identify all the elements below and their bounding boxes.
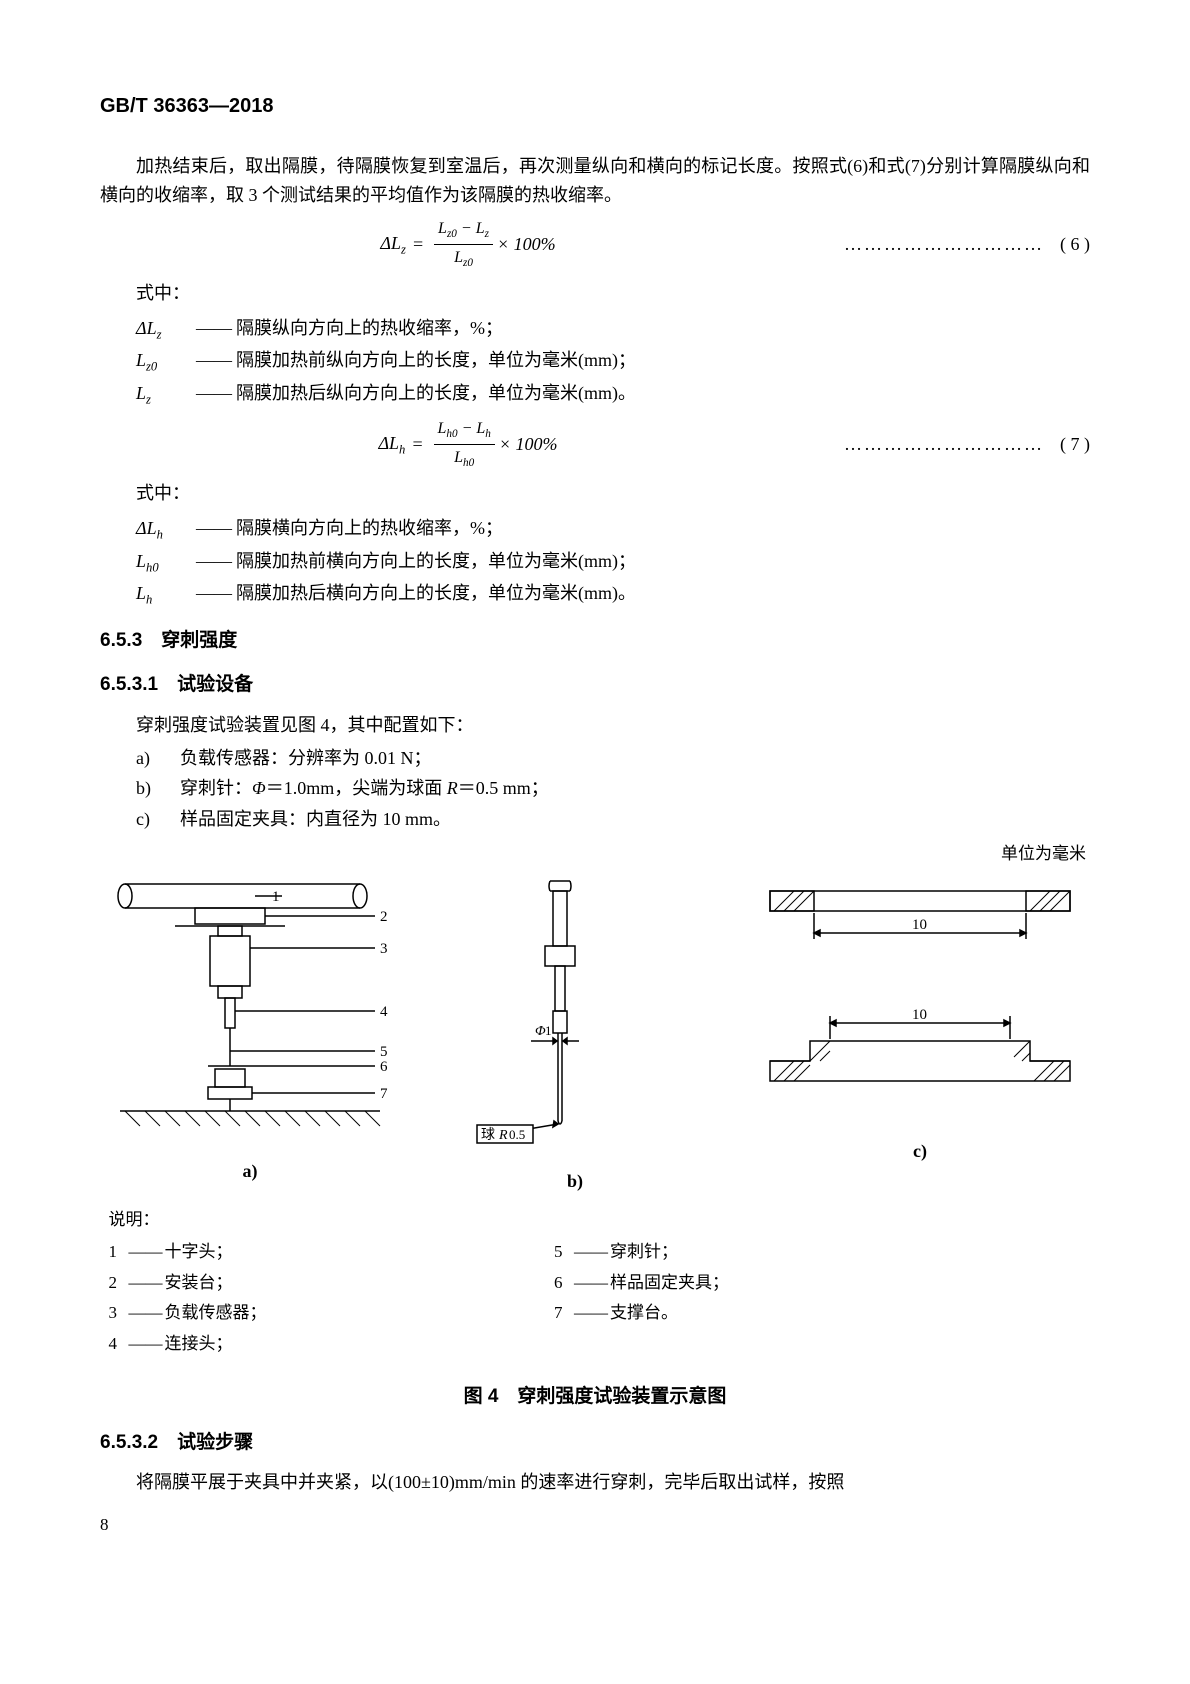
equation-7: ΔLh = Lh0 − Lh Lh0 × 100% ………………………… ( 7…	[100, 416, 1090, 473]
unit-note: 单位为毫米	[100, 840, 1086, 867]
svg-text:2: 2	[380, 909, 388, 925]
svg-text:6: 6	[380, 1059, 388, 1075]
section-6-5-3: 6.5.3 穿刺强度	[100, 626, 1090, 656]
defs-6: ΔLz——隔膜纵向方向上的热收缩率，%； Lz0——隔膜加热前纵向方向上的长度，…	[100, 314, 1090, 410]
figure-4-title: 图 4 穿刺强度试验装置示意图	[100, 1382, 1090, 1412]
svg-text:10: 10	[912, 1007, 927, 1023]
equipment-list: a)负载传感器：分辨率为 0.01 N； b)穿刺针：Φ＝1.0mm，尖端为球面…	[100, 744, 1090, 834]
svg-text:1: 1	[545, 1023, 552, 1038]
doc-header: GB/T 36363—2018	[100, 90, 1090, 122]
equipment-intro: 穿刺强度试验装置见图 4，其中配置如下：	[100, 711, 1090, 740]
defs-7: ΔLh——隔膜横向方向上的热收缩率，%； Lh0——隔膜加热前横向方向上的长度，…	[100, 514, 1090, 610]
step-paragraph: 将隔膜平展于夹具中并夹紧，以(100±10)mm/min 的速率进行穿刺，完毕后…	[100, 1468, 1090, 1497]
svg-text:R: R	[498, 1128, 508, 1143]
svg-text:1: 1	[272, 889, 280, 905]
section-6-5-3-1: 6.5.3.1 试验设备	[100, 670, 1090, 700]
figure-4a: 1 2 3 4 5 6 7 a)	[100, 871, 400, 1196]
svg-text:3: 3	[380, 941, 388, 957]
where-label-6: 式中：	[100, 279, 1090, 308]
figure-legend: 说明： 1——十字头； 2——安装台； 3——负载传感器； 4——连接头； 5—…	[100, 1206, 1090, 1360]
figure-4b: Φ1 球R0.5 b)	[475, 871, 675, 1196]
svg-text:4: 4	[380, 1004, 388, 1020]
svg-text:7: 7	[380, 1086, 388, 1102]
intro-paragraph: 加热结束后，取出隔膜，待隔膜恢复到室温后，再次测量纵向和横向的标记长度。按照式(…	[100, 152, 1090, 210]
figure-4c: 10 10 c)	[750, 871, 1090, 1196]
equation-6: ΔLz = Lz0 − Lz Lz0 × 100% ………………………… ( 6…	[100, 216, 1090, 273]
section-6-5-3-2: 6.5.3.2 试验步骤	[100, 1428, 1090, 1458]
svg-text:5: 5	[380, 1044, 388, 1060]
where-label-7: 式中：	[100, 479, 1090, 508]
page-number: 8	[100, 1511, 1090, 1538]
figure-4: 1 2 3 4 5 6 7 a)	[100, 871, 1090, 1196]
svg-text:球: 球	[481, 1127, 495, 1143]
svg-text:0.5: 0.5	[509, 1127, 525, 1142]
svg-text:10: 10	[912, 917, 927, 933]
